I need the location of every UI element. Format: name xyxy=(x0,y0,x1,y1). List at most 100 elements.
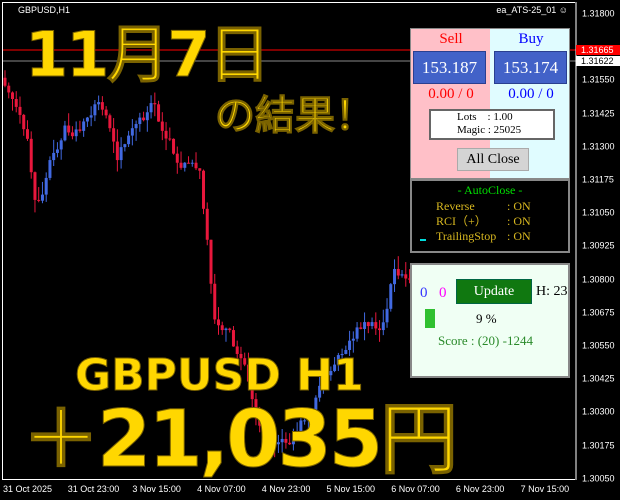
candle-body xyxy=(89,115,93,118)
lots-magic-box: Lots : 1.00 Magic : 25025 xyxy=(429,109,555,140)
candle-body xyxy=(370,322,374,327)
candle-body xyxy=(157,104,161,122)
candle-body xyxy=(235,346,239,354)
trailingstop-label: TrailingStop xyxy=(436,229,497,243)
price-tick-label: 1.31800 xyxy=(582,8,615,19)
autoclose-panel: - AutoClose - Reverse RCI（+） TrailingSto… xyxy=(410,179,570,253)
candle-body xyxy=(288,442,292,445)
trailingstop-value: : ON xyxy=(507,229,531,243)
candle-body xyxy=(258,412,262,426)
price-tick-label: 1.31050 xyxy=(582,207,615,218)
candle-body xyxy=(340,353,344,356)
candle-body xyxy=(254,399,258,413)
candle-body xyxy=(306,418,310,421)
progress-bar xyxy=(425,309,435,328)
sell-button[interactable]: 153.187 xyxy=(413,51,486,84)
candle-body xyxy=(213,283,217,320)
candle-body xyxy=(303,420,307,422)
all-close-button[interactable]: All Close xyxy=(457,148,529,171)
candle-body xyxy=(29,138,33,173)
price-tick-label: 1.31175 xyxy=(582,174,614,185)
lots-value: Lots : 1.00 xyxy=(457,111,513,123)
candle-body xyxy=(359,327,363,329)
time-tick-label: 5 Nov 15:00 xyxy=(326,484,376,494)
candle-body xyxy=(385,308,389,323)
time-tick-label: 4 Nov 07:00 xyxy=(197,484,246,494)
candle-body xyxy=(400,274,404,276)
candle-body xyxy=(393,268,397,285)
autoclose-title: - AutoClose - xyxy=(457,183,523,197)
candle-body xyxy=(82,121,86,131)
autoclose-labels: Reverse RCI（+） TrailingStop xyxy=(436,199,496,244)
candle-body xyxy=(351,338,355,341)
score-label: Score : (20) -1244 xyxy=(438,333,533,348)
update-button[interactable]: Update xyxy=(456,279,532,304)
candle-body xyxy=(37,199,41,201)
price-tick-label: 1.30425 xyxy=(582,373,615,384)
time-tick-label: 6 Nov 07:00 xyxy=(391,484,440,494)
time-tick-label: 6 Nov 23:00 xyxy=(455,484,505,494)
time-tick-label: 3 Nov 15:00 xyxy=(132,484,181,494)
candle-body xyxy=(3,77,7,86)
candle-body xyxy=(280,438,284,443)
candle-body xyxy=(40,194,44,201)
candle-body xyxy=(18,106,22,115)
candle-body xyxy=(97,102,101,105)
candle-body xyxy=(115,141,119,161)
candle-body xyxy=(168,138,172,140)
candle-body xyxy=(55,149,59,153)
candle-body xyxy=(389,284,393,309)
candle-body xyxy=(291,433,295,445)
candle-body xyxy=(299,420,303,431)
candle-body xyxy=(378,328,382,331)
candle-body xyxy=(179,162,183,168)
candle-body xyxy=(231,330,235,347)
candle-body xyxy=(194,162,198,169)
candle-body xyxy=(198,168,202,171)
candle-body xyxy=(130,128,134,136)
candle-body xyxy=(404,274,408,279)
candle-body xyxy=(112,128,116,142)
chart-frame xyxy=(2,2,575,480)
candle-body xyxy=(205,208,209,240)
price-tick-label: 1.30175 xyxy=(582,440,615,451)
buy-label: Buy xyxy=(518,31,544,47)
candle-body xyxy=(366,322,370,327)
candle-body xyxy=(318,385,322,398)
candle-body xyxy=(187,162,191,164)
time-tick-label: 4 Nov 23:00 xyxy=(261,484,311,494)
candle-body xyxy=(396,268,400,276)
candle-body xyxy=(355,327,359,339)
candle-body xyxy=(310,409,314,419)
candle-body xyxy=(104,109,108,116)
candle-body xyxy=(374,322,378,329)
candle-body xyxy=(100,102,104,110)
candle-body xyxy=(269,437,273,439)
rci-value: : ON xyxy=(507,214,531,228)
price-tick-label: 1.31425 xyxy=(582,108,615,119)
candle-body xyxy=(138,117,142,125)
count-a: 0 xyxy=(420,285,428,301)
reverse-value: : ON xyxy=(507,199,531,213)
candle-body xyxy=(220,325,224,331)
bid-price-tag: 1.31665 xyxy=(576,45,620,55)
trade-panel: Sell Buy 153.187 153.174 0.00 / 0 0.00 /… xyxy=(410,28,570,179)
chart-symbol: GBPUSD,H1 xyxy=(18,5,71,15)
candle-body xyxy=(134,124,138,129)
candle-body xyxy=(25,129,29,139)
expert-label: ea_ATS-25_01 ☺ xyxy=(496,5,568,16)
buy-button[interactable]: 153.174 xyxy=(494,51,567,84)
price-tick-label: 1.30800 xyxy=(582,274,615,285)
candle-body xyxy=(149,103,153,113)
buy-profit: 0.00 / 0 xyxy=(508,86,554,102)
candle-body xyxy=(78,129,82,131)
status-panel: 0 0 Update H: 23 9 % Score : (20) -1244 xyxy=(410,263,570,378)
candle-body xyxy=(202,170,206,209)
hour-label: H: 23 xyxy=(536,284,568,299)
candle-body xyxy=(246,364,250,382)
candle-body xyxy=(33,172,37,200)
candle-body xyxy=(175,153,179,163)
candle-body xyxy=(119,147,123,161)
rci-label: RCI（+） xyxy=(436,214,487,228)
candle-body xyxy=(265,428,269,439)
